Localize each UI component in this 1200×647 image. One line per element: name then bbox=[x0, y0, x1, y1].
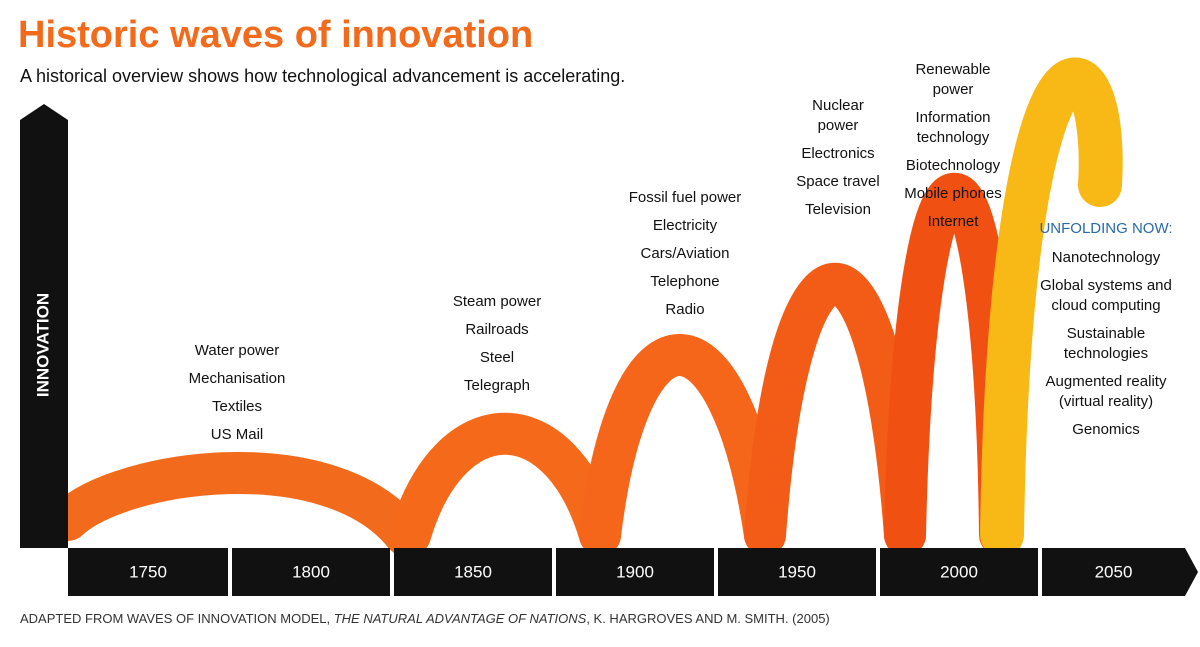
wave-labels: Water power Mechanisation Textiles US Mail S… bbox=[189, 61, 1173, 443]
innovation-item: Nuclear bbox=[812, 97, 864, 114]
innovation-item: US Mail bbox=[211, 426, 264, 443]
innovation-item: Fossil fuel power bbox=[629, 189, 742, 206]
innovation-item: Water power bbox=[195, 342, 279, 359]
innovation-item: Sustainable bbox=[1067, 325, 1145, 342]
innovation-item: Renewable bbox=[915, 61, 990, 78]
innovation-item: Global systems and bbox=[1040, 277, 1172, 294]
innovation-item: power bbox=[933, 81, 974, 98]
innovation-item: Biotechnology bbox=[906, 157, 1001, 174]
innovation-item: Television bbox=[805, 201, 871, 218]
axis-segment bbox=[394, 548, 552, 596]
innovation-item: Nanotechnology bbox=[1052, 249, 1161, 266]
axis-segment bbox=[68, 548, 228, 596]
innovation-item: Electricity bbox=[653, 217, 718, 234]
innovation-item: Internet bbox=[928, 213, 980, 230]
innovation-item: Telephone bbox=[650, 273, 719, 290]
innovation-item: Railroads bbox=[465, 321, 528, 338]
year-label: 1800 bbox=[292, 562, 330, 581]
innovation-item: power bbox=[818, 117, 859, 134]
wave bbox=[389, 412, 621, 556]
year-label: 2050 bbox=[1095, 562, 1133, 581]
innovation-item: Steel bbox=[480, 349, 514, 366]
innovation-item: Space travel bbox=[796, 173, 879, 190]
wave bbox=[980, 58, 1123, 557]
axis-segment bbox=[556, 548, 714, 596]
innovation-item: Radio bbox=[665, 301, 704, 318]
waves bbox=[47, 58, 1123, 557]
source-text: ADAPTED FROM WAVES OF INNOVATION MODEL, bbox=[20, 611, 334, 626]
innovation-item: Genomics bbox=[1072, 421, 1140, 438]
innovation-item: (virtual reality) bbox=[1059, 393, 1153, 410]
innovation-item: Mobile phones bbox=[904, 185, 1002, 202]
innovation-item: Mechanisation bbox=[189, 370, 286, 387]
source: ADAPTED FROM WAVES OF INNOVATION MODEL, … bbox=[20, 611, 830, 626]
subtitle: A historical overview shows how technolo… bbox=[20, 66, 625, 86]
innovation-item: Information bbox=[915, 109, 990, 126]
wave bbox=[579, 334, 786, 556]
innovation-item: Textiles bbox=[212, 398, 262, 415]
innovation-item: Telegraph bbox=[464, 377, 530, 394]
innovation-item: Steam power bbox=[453, 293, 541, 310]
axis-segment bbox=[232, 548, 390, 596]
innovation-item: Augmented reality bbox=[1046, 373, 1167, 390]
innovation-item: Cars/Aviation bbox=[641, 245, 730, 262]
wave bbox=[744, 263, 926, 556]
innovation-item: technology bbox=[917, 129, 990, 146]
source-title: THE NATURAL ADVANTAGE OF NATIONS bbox=[334, 611, 587, 626]
year-label: 1950 bbox=[778, 562, 816, 581]
y-axis-arrow bbox=[20, 104, 68, 548]
innovation-item: Electronics bbox=[801, 145, 874, 162]
innovation-item: technologies bbox=[1064, 345, 1148, 362]
x-axis: 1750 1800 1850 1900 1950 2000 2050 bbox=[68, 548, 1198, 596]
year-label: 2000 bbox=[940, 562, 978, 581]
title: Historic waves of innovation bbox=[18, 14, 533, 56]
section-heading: UNFOLDING NOW: bbox=[1039, 220, 1172, 237]
year-label: 1900 bbox=[616, 562, 654, 581]
axis-segment bbox=[718, 548, 876, 596]
year-label: 1850 bbox=[454, 562, 492, 581]
innovation-item: cloud computing bbox=[1051, 297, 1160, 314]
axis-segment bbox=[1042, 548, 1198, 596]
axis-segment bbox=[880, 548, 1038, 596]
y-axis-label: INNOVATION bbox=[33, 293, 52, 397]
wave bbox=[47, 451, 426, 556]
source-text: , K. HARGROVES AND M. SMITH. (2005) bbox=[586, 611, 829, 626]
year-label: 1750 bbox=[129, 562, 167, 581]
